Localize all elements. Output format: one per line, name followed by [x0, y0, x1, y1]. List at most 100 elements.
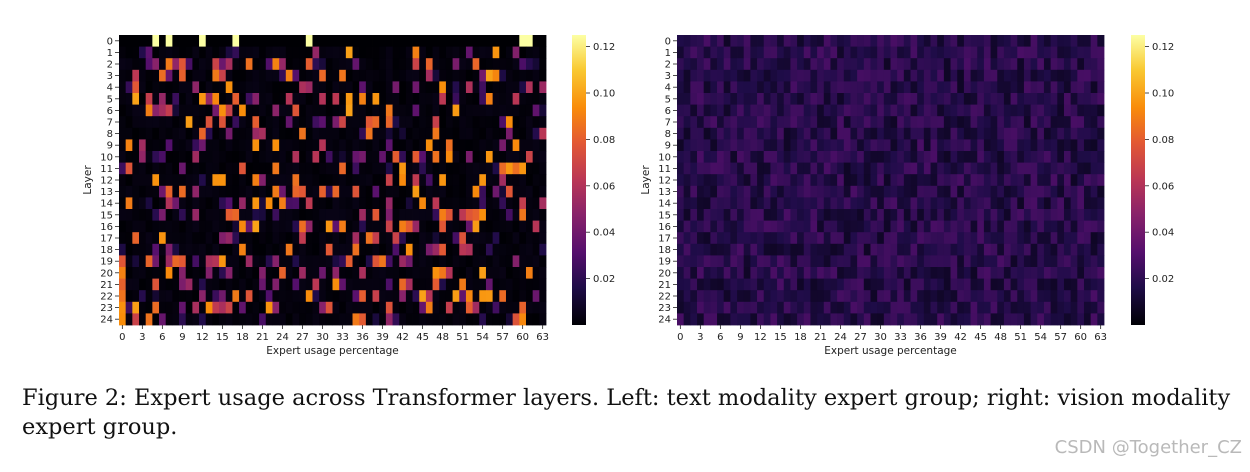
heatmap-cell [139, 46, 147, 59]
heatmap-cell [185, 104, 193, 117]
heatmap-cell [239, 313, 247, 326]
heatmap-cell [797, 243, 805, 256]
heatmap-cell [432, 255, 440, 268]
heatmap-cell [212, 232, 220, 245]
heatmap-cell [139, 313, 147, 326]
heatmap-cell [1010, 69, 1018, 82]
heatmap-cell [265, 209, 273, 221]
heatmap-cell [1063, 35, 1072, 47]
heatmap-cell [790, 255, 798, 268]
heatmap-cell [465, 162, 474, 175]
heatmap-cell [532, 209, 540, 221]
heatmap-cell [359, 232, 367, 245]
heatmap-cell [997, 69, 1005, 82]
heatmap-cell [1050, 185, 1058, 198]
heatmap-cell [519, 313, 527, 326]
heatmap-cell [445, 209, 453, 221]
heatmap-cell [332, 104, 340, 117]
heatmap-cell [419, 116, 427, 129]
heatmap-cell [1043, 255, 1052, 268]
heatmap-cell [957, 255, 965, 268]
heatmap-cell [359, 278, 367, 291]
heatmap-cell [843, 267, 851, 279]
heatmap-cell [690, 139, 698, 152]
x-tick-label: 30 [316, 332, 329, 343]
heatmap-cell [990, 255, 998, 268]
heatmap-cell [439, 104, 447, 117]
heatmap-cell [312, 197, 320, 210]
heatmap-cell [977, 162, 985, 175]
heatmap-cell [970, 127, 978, 140]
heatmap-cell [259, 185, 267, 198]
heatmap-cell [923, 209, 931, 221]
heatmap-cell [990, 93, 998, 105]
heatmap-cell [690, 93, 698, 105]
heatmap-cell [1010, 162, 1018, 175]
heatmap-cell [172, 93, 180, 105]
heatmap-cell [439, 93, 447, 105]
heatmap-cell [525, 93, 534, 105]
heatmap-cell [870, 174, 878, 187]
heatmap-cell [883, 313, 891, 326]
heatmap-cell [452, 255, 460, 268]
heatmap-cell [777, 162, 785, 175]
heatmap-cell [790, 35, 798, 47]
heatmap-cell [412, 81, 420, 94]
y-tick-label: 1 [665, 48, 671, 59]
heatmap-cell [917, 255, 925, 268]
heatmap-cell [332, 174, 340, 187]
heatmap-cell [185, 301, 193, 314]
heatmap-cell [319, 151, 327, 163]
heatmap-cell [990, 220, 998, 233]
heatmap-cell [750, 81, 758, 94]
heatmap-cell [897, 81, 905, 94]
heatmap-cell [770, 151, 778, 163]
heatmap-cell [219, 243, 227, 256]
heatmap-cell [757, 116, 765, 129]
heatmap-cell [723, 69, 731, 82]
heatmap-cell [345, 46, 353, 59]
heatmap-cell [730, 46, 738, 59]
heatmap-cell [372, 301, 380, 314]
heatmap-cell [279, 290, 287, 303]
heatmap-cell [697, 151, 705, 163]
heatmap-cell [379, 81, 387, 94]
heatmap-cell [472, 58, 480, 71]
figure-caption: Figure 2: Expert usage across Transforme… [22, 385, 1231, 440]
heatmap-cell [365, 232, 373, 245]
heatmap-cell [512, 301, 520, 314]
heatmap-cell [392, 278, 400, 291]
heatmap-cell [903, 139, 911, 152]
heatmap-cell [485, 278, 494, 291]
heatmap-cell [365, 162, 373, 175]
heatmap-cell [1030, 151, 1038, 163]
heatmap-cell [312, 220, 320, 233]
heatmap-cell [525, 139, 534, 152]
colorbar-tick-label: 0.12 [593, 42, 615, 53]
heatmap-cell [172, 81, 180, 94]
heatmap-cell [1030, 197, 1038, 210]
heatmap-cell [890, 255, 898, 268]
heatmap-cell [970, 197, 978, 210]
heatmap-cell [950, 46, 958, 59]
heatmap-cell [723, 174, 731, 187]
heatmap-cell [697, 104, 705, 117]
heatmap-cell [1017, 69, 1025, 82]
heatmap-cell [1050, 278, 1058, 291]
heatmap-cell [365, 127, 373, 140]
heatmap-cell [717, 35, 725, 47]
heatmap-cell [897, 267, 905, 279]
heatmap-cell [717, 243, 725, 256]
heatmap-cell [265, 255, 273, 268]
heatmap-cell [1050, 46, 1058, 59]
heatmap-cell [937, 313, 945, 326]
heatmap-cell [683, 197, 691, 210]
heatmap-cell [332, 243, 340, 256]
heatmap-cell [957, 104, 965, 117]
heatmap-cell [299, 69, 307, 82]
heatmap-cell [883, 46, 891, 59]
heatmap-cell [232, 243, 240, 256]
heatmap-cell [172, 127, 180, 140]
heatmap-cell [405, 209, 413, 221]
heatmap-cell [385, 301, 393, 314]
